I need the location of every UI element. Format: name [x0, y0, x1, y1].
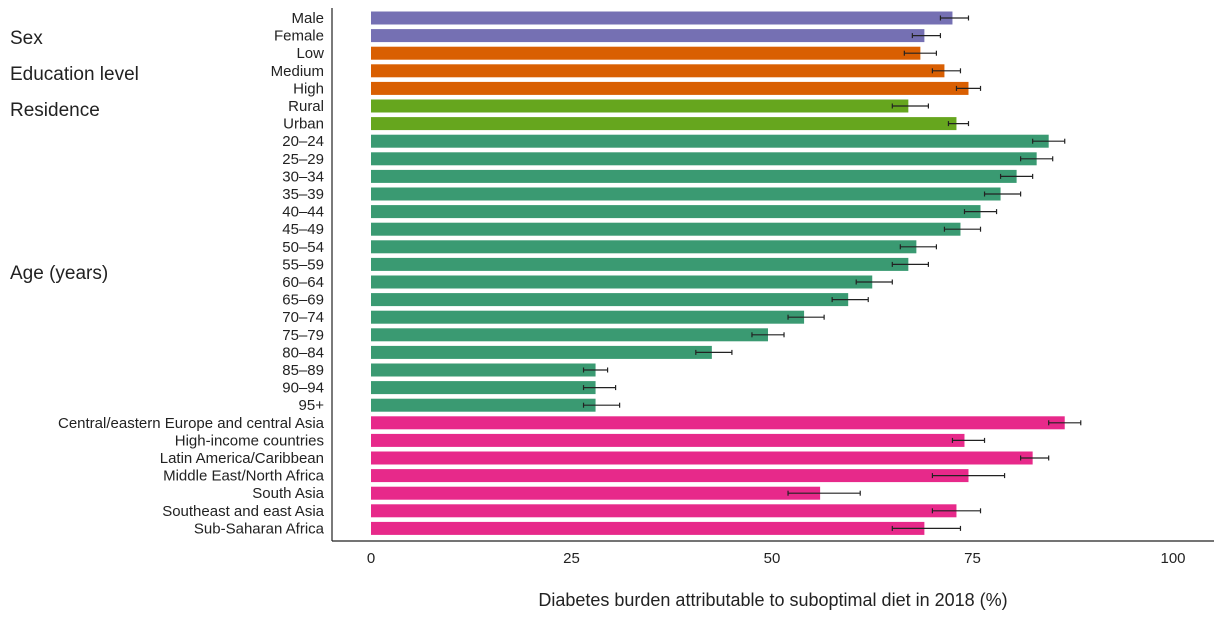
category-label: Southeast and east Asia: [162, 503, 324, 520]
bar: [371, 328, 768, 342]
x-tick-label: 25: [563, 550, 580, 567]
category-labels: MaleFemaleLowMediumHighRuralUrban20–2425…: [58, 10, 325, 537]
x-tick-label: 75: [964, 550, 981, 567]
axes: [331, 8, 1214, 542]
category-label: Medium: [271, 63, 324, 80]
category-label: 25–29: [282, 151, 324, 168]
group-label: Education level: [10, 64, 139, 85]
category-label: Male: [291, 10, 324, 27]
x-tick-label: 100: [1160, 550, 1185, 567]
category-label: 40–44: [282, 204, 324, 221]
category-label: Low: [296, 45, 324, 62]
category-label: Middle East/North Africa: [163, 468, 325, 485]
bar: [371, 363, 596, 377]
category-label: Sub-Saharan Africa: [194, 520, 325, 537]
category-label: 80–84: [282, 344, 324, 361]
category-label: Latin America/Caribbean: [160, 450, 324, 467]
bar: [371, 469, 969, 483]
bar: [371, 345, 712, 359]
category-label: 65–69: [282, 292, 324, 309]
bar: [371, 504, 957, 518]
x-ticks: 0 25 50 75 100: [367, 550, 1186, 567]
bar: [371, 381, 596, 395]
bar: [371, 117, 957, 131]
group-labels: Sex Education level Residence Age (years): [10, 28, 139, 284]
bar: [371, 134, 1049, 148]
category-label: 95+: [299, 397, 325, 414]
bar: [371, 275, 873, 289]
bar: [371, 257, 909, 271]
x-axis-title: Diabetes burden attributable to suboptim…: [538, 590, 1007, 610]
category-label: 20–24: [282, 133, 324, 150]
x-tick-label: 50: [764, 550, 781, 567]
category-label: High-income countries: [175, 432, 324, 449]
bar: [371, 187, 1001, 201]
group-label: Age (years): [10, 263, 108, 284]
bar: [371, 46, 921, 60]
category-label: 50–54: [282, 239, 324, 256]
bar: [371, 293, 849, 307]
error-bars: [582, 15, 1082, 531]
bar: [371, 11, 953, 25]
category-label: 55–59: [282, 256, 324, 273]
category-label: High: [293, 80, 324, 97]
category-label: Urban: [283, 116, 324, 133]
group-label: Residence: [10, 100, 100, 121]
bar: [371, 486, 821, 500]
bar: [371, 222, 961, 236]
category-label: 75–79: [282, 327, 324, 344]
category-label: 35–39: [282, 186, 324, 203]
bar: [371, 240, 917, 254]
bar: [371, 451, 1033, 465]
bar: [371, 169, 1017, 183]
category-label: 60–64: [282, 274, 324, 291]
bar: [371, 433, 965, 447]
bar: [371, 99, 909, 113]
category-label: Central/eastern Europe and central Asia: [58, 415, 325, 432]
category-label: 90–94: [282, 380, 324, 397]
bar: [371, 521, 925, 535]
bar: [371, 310, 805, 324]
x-tick-label: 0: [367, 550, 375, 567]
category-label: Rural: [288, 98, 324, 115]
category-label: 30–34: [282, 168, 324, 185]
bar: [371, 152, 1037, 166]
bar: [371, 81, 969, 95]
group-label: Sex: [10, 28, 43, 49]
category-label: 70–74: [282, 309, 324, 326]
category-label: South Asia: [252, 485, 324, 502]
category-label: Female: [274, 28, 324, 45]
bar: [371, 29, 925, 43]
category-label: 85–89: [282, 362, 324, 379]
bar: [371, 398, 596, 412]
bars: [371, 11, 1065, 535]
bar: [371, 416, 1065, 430]
bar: [371, 205, 981, 219]
category-label: 45–49: [282, 221, 324, 238]
bar: [371, 64, 945, 78]
